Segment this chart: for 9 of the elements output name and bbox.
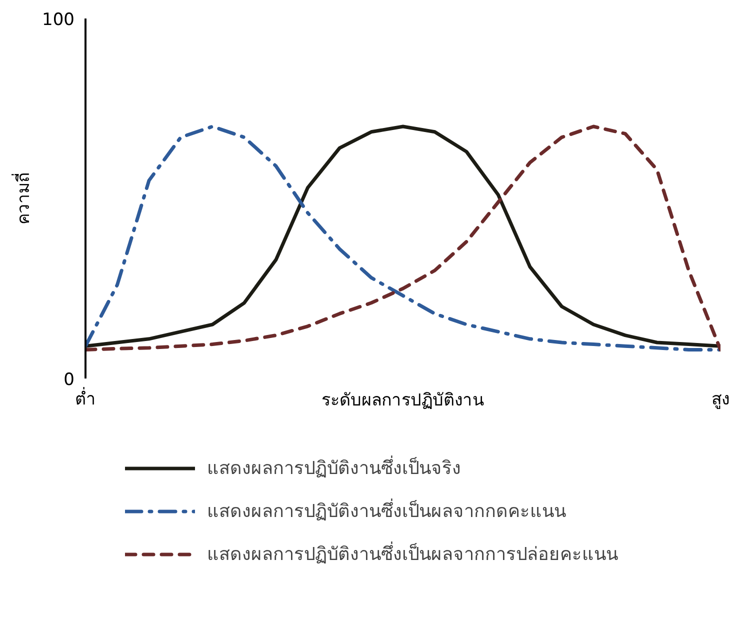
y-tick-label: 0 — [64, 370, 75, 390]
y-tick-label: 100 — [42, 10, 75, 30]
legend-label: แสดงผลการปฏิบัติงานซึ่งเป็นผลจากกดคะแนน — [207, 498, 566, 524]
x-tick-label: ต่ำ — [75, 386, 96, 410]
y-axis-title: ความถี่ — [11, 172, 34, 224]
x-axis-title: ระดับผลการปฏิบัติงาน — [322, 390, 484, 410]
legend-label: แสดงผลการปฏิบัติงานซึ่งเป็นผลจากการปล่อยคะแนน — [207, 540, 618, 567]
x-tick-label: สูง — [712, 390, 730, 410]
legend-label: แสดงผลการปฏิบัติงานซึ่งเป็นจริง — [207, 454, 461, 481]
